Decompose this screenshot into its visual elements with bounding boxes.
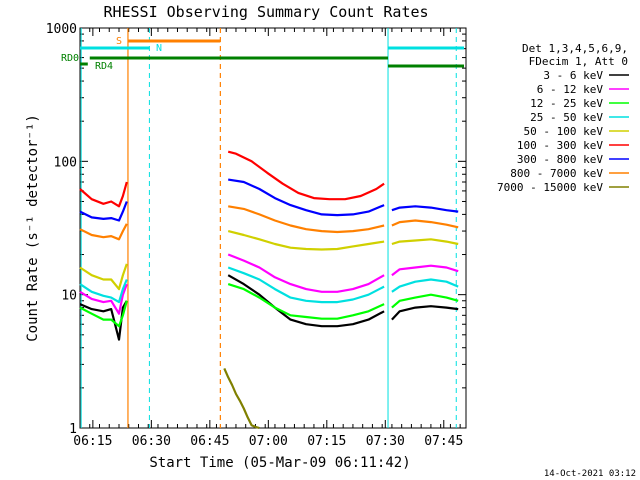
- series-line-1: [79, 253, 459, 315]
- legend-entry-label: 50 - 100 keV: [524, 125, 604, 138]
- series-line-0: [79, 274, 459, 341]
- y-tick-label: 1: [69, 422, 77, 437]
- series-line-2: [79, 283, 459, 328]
- rd0-flag-label: RD0: [61, 53, 79, 64]
- y-tick-label: 10: [61, 289, 77, 304]
- night-flag-label: N: [156, 43, 162, 54]
- x-tick-label: 07:30: [366, 434, 405, 449]
- series-line-4: [79, 230, 459, 291]
- x-tick-label: 06:15: [73, 434, 112, 449]
- x-tick-label: 07:45: [424, 434, 463, 449]
- saa-flag-label: S: [116, 36, 122, 47]
- legend-title-line: Det 1,3,4,5,6,9,: [522, 42, 628, 55]
- legend-entry-label: 12 - 25 keV: [530, 97, 603, 110]
- legend-entry-label: 6 - 12 keV: [537, 83, 604, 96]
- x-tick-label: 07:15: [307, 434, 346, 449]
- legend-title-line: FDecim 1, Att 0: [529, 55, 628, 68]
- y-tick-label: 100: [54, 155, 77, 170]
- plot-frame: [79, 27, 467, 429]
- legend-entry-label: 7000 - 15000 keV: [497, 181, 603, 194]
- x-tick-label: 06:30: [132, 434, 171, 449]
- y-axis-label: Count Rate (s⁻¹ detector⁻¹): [25, 114, 41, 342]
- legend-entry-label: 25 - 50 keV: [530, 111, 603, 124]
- footer-date: 14-Oct-2021 03:12: [544, 469, 636, 479]
- series-line-6: [79, 178, 459, 222]
- x-tick-label: 07:00: [249, 434, 288, 449]
- x-axis-label: Start Time (05-Mar-09 06:11:42): [149, 455, 410, 471]
- chart-title: RHESSI Observing Summary Count Rates: [103, 3, 428, 21]
- series-line-7: [79, 205, 459, 241]
- plot-area: 1 10 100 1000 06:15 06:30 06:45 07:00 07:15 07:30…: [46, 22, 467, 449]
- legend: Det 1,3,4,5,6,9,FDecim 1, Att 03 - 6 keV…: [497, 42, 629, 194]
- series-line-3: [79, 266, 459, 304]
- rd4-flag-label: RD4: [95, 61, 113, 72]
- series-line-5: [79, 150, 385, 208]
- y-tick-label: 1000: [46, 22, 77, 37]
- x-tick-label: 06:45: [190, 434, 229, 449]
- series-line-8: [223, 367, 260, 430]
- legend-entry-label: 100 - 300 keV: [517, 139, 603, 152]
- legend-entry-label: 3 - 6 keV: [543, 69, 603, 82]
- legend-entry-label: 300 - 800 keV: [517, 153, 603, 166]
- legend-entry-label: 800 - 7000 keV: [510, 167, 603, 180]
